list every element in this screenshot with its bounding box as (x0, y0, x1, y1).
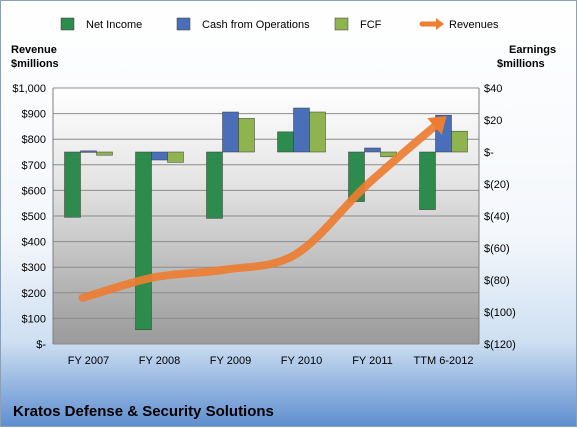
cash-from-operations-bar (222, 111, 239, 153)
company-name: Kratos Defense & Security Solutions (13, 403, 274, 420)
fcf-bar (309, 111, 326, 153)
cash-from-operations-bar (293, 107, 310, 153)
left-tick-label: $800 (22, 134, 46, 146)
category-label: FY 2008 (139, 355, 180, 367)
fcf-bar (96, 151, 113, 156)
net-income-bar (135, 151, 152, 331)
right-axis-label: $millions (497, 58, 545, 70)
net-income-bar (277, 131, 294, 153)
left-axis-label: $millions (11, 58, 59, 70)
right-tick-label: $(120) (484, 339, 516, 351)
category-label: TTM 6-2012 (414, 355, 474, 367)
net-income-bar (419, 151, 436, 210)
legend-swatch (60, 17, 75, 31)
legend-label: FCF (360, 19, 382, 31)
right-tick-label: $(80) (484, 275, 510, 287)
right-tick-label: $- (484, 147, 494, 159)
legend-swatch (176, 17, 191, 31)
right-tick-label: $(40) (484, 211, 510, 223)
legend-arrow-revenues (436, 18, 444, 30)
revenues-line (78, 119, 442, 302)
category-label: FY 2011 (352, 355, 393, 367)
left-axis-label: Revenue (11, 44, 57, 56)
category-label: FY 2007 (68, 355, 109, 367)
left-tick-label: $100 (22, 313, 46, 325)
cash-from-operations-bar (80, 150, 97, 153)
right-tick-label: $(60) (484, 243, 510, 255)
net-income-bar (206, 151, 223, 219)
left-tick-label: $900 (22, 109, 46, 121)
fcf-bar (238, 118, 255, 153)
right-tick-label: $(20) (484, 179, 510, 191)
revenues-arrowhead (427, 115, 447, 135)
net-income-bar (64, 151, 81, 218)
legend-swatch (334, 17, 349, 31)
legend-label: Net Income (86, 19, 142, 31)
fcf-bar (451, 130, 468, 153)
right-axis-label: Earnings (509, 44, 556, 56)
legend-label: Revenues (449, 19, 499, 31)
left-tick-label: $- (36, 339, 46, 351)
legend-label: Cash from Operations (202, 19, 310, 31)
left-tick-label: $200 (22, 288, 46, 300)
left-tick-label: $1,000 (12, 83, 46, 95)
right-tick-label: $(100) (484, 307, 516, 319)
right-tick-label: $40 (484, 83, 502, 95)
left-tick-label: $700 (22, 160, 46, 172)
left-tick-label: $600 (22, 185, 46, 197)
cash-from-operations-bar (364, 147, 381, 153)
right-tick-label: $20 (484, 115, 502, 127)
cash-from-operations-bar (151, 151, 168, 161)
left-tick-label: $500 (22, 211, 46, 223)
category-label: FY 2010 (281, 355, 322, 367)
fcf-bar (167, 151, 184, 163)
category-label: FY 2009 (210, 355, 251, 367)
left-tick-label: $400 (22, 237, 46, 249)
left-tick-label: $300 (22, 262, 46, 274)
